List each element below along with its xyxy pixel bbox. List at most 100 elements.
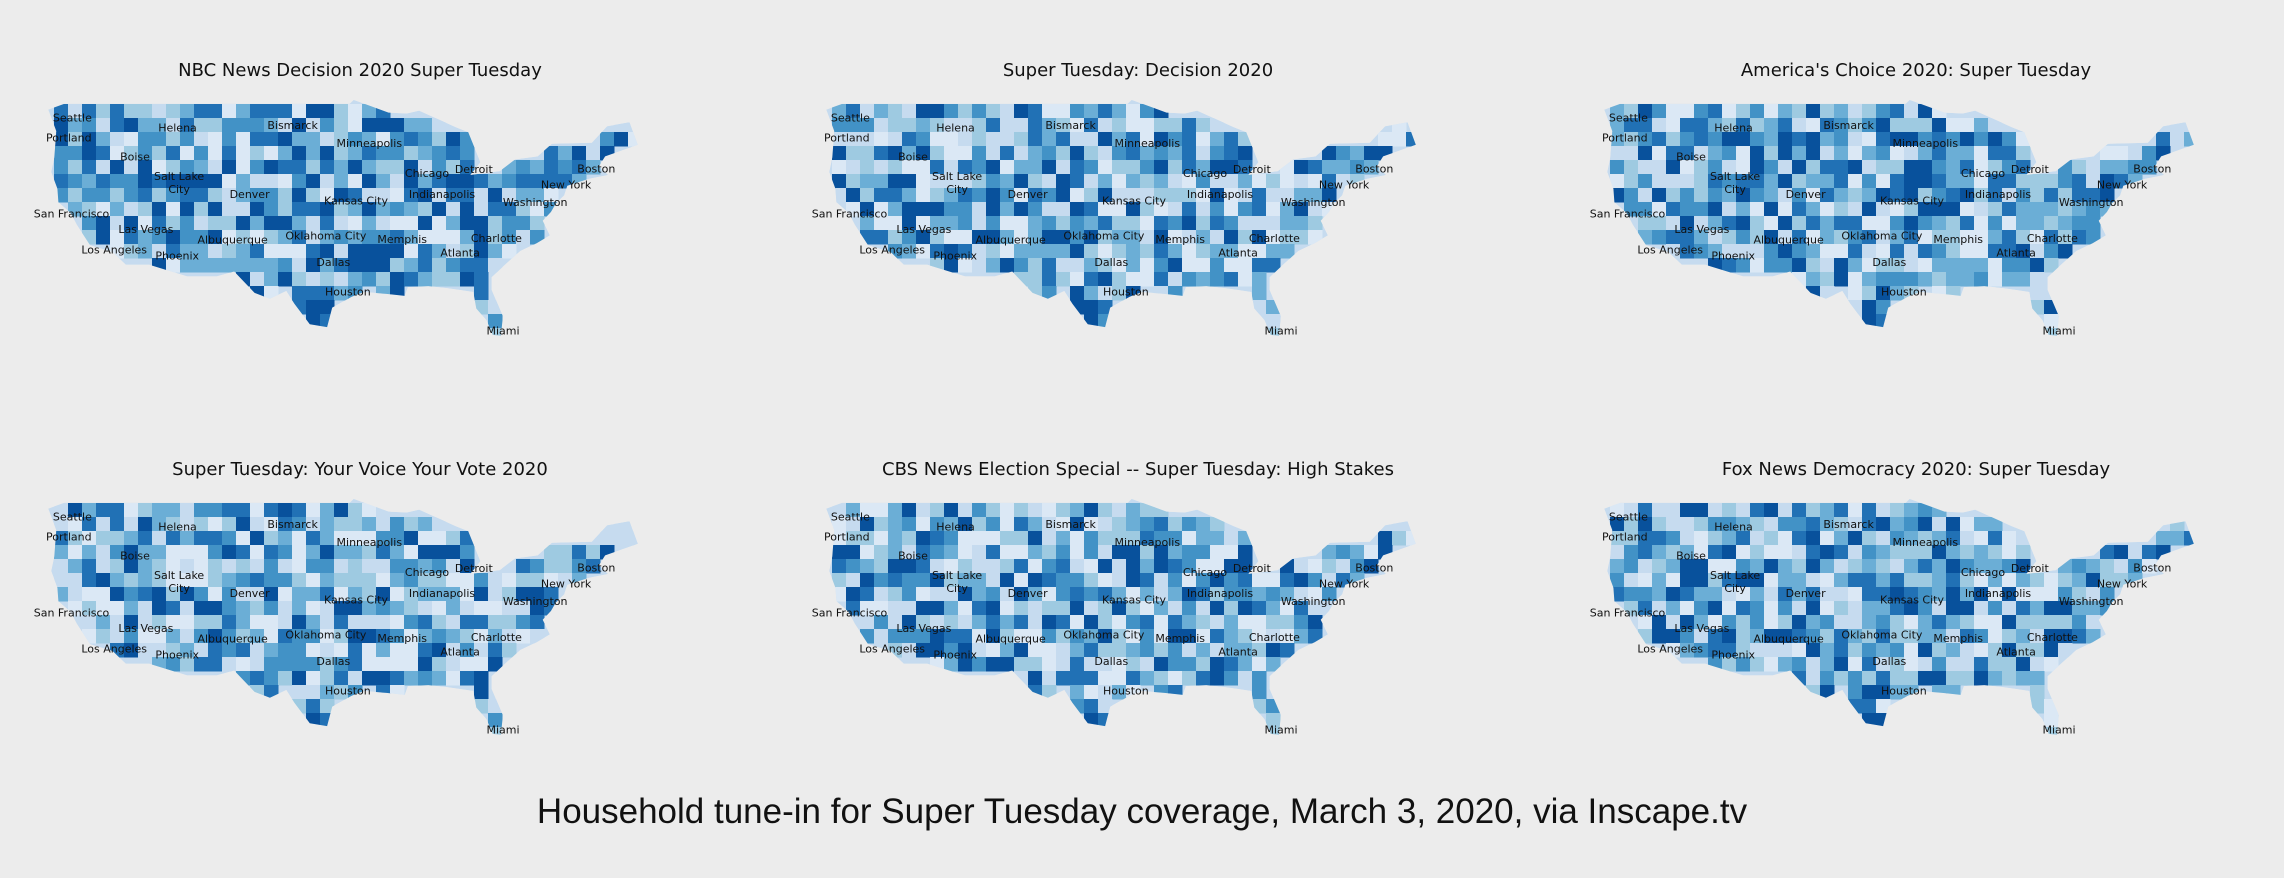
map-region <box>1610 545 1625 560</box>
map-region <box>1098 545 1113 560</box>
map-region <box>1210 160 1225 175</box>
map-region <box>418 132 433 147</box>
map-region <box>530 615 545 630</box>
map-region <box>1610 118 1625 133</box>
map-region <box>1876 230 1891 245</box>
map-region <box>1140 216 1155 231</box>
map-region <box>1624 132 1639 147</box>
map-region <box>264 188 279 203</box>
map-region <box>1610 573 1625 588</box>
map-region <box>2086 188 2101 203</box>
map-region <box>1098 503 1113 518</box>
map-region <box>1666 587 1681 602</box>
map-region <box>1000 615 1015 630</box>
map-region <box>832 146 847 161</box>
map-region <box>1862 272 1877 287</box>
map-region <box>180 615 195 630</box>
map-title: America's Choice 2020: Super Tuesday <box>1740 60 2092 81</box>
map-region <box>916 629 931 644</box>
map-region <box>2016 559 2031 574</box>
map-region <box>390 629 405 644</box>
map-region <box>558 174 573 189</box>
map-region <box>1000 258 1015 273</box>
map-region <box>250 118 265 133</box>
map-region <box>1000 118 1015 133</box>
map-region <box>474 188 489 203</box>
map-region <box>944 258 959 273</box>
map-region <box>264 174 279 189</box>
map-region <box>292 657 307 672</box>
map-region <box>888 188 903 203</box>
map-region <box>1736 587 1751 602</box>
map-region <box>348 545 363 560</box>
map-region <box>1904 615 1919 630</box>
map-region <box>1378 531 1393 546</box>
map-region <box>376 531 391 546</box>
map-region <box>292 615 307 630</box>
map-region <box>1792 601 1807 616</box>
map-region <box>986 601 1001 616</box>
map-region <box>1904 671 1919 686</box>
city-label: Charlotte <box>471 232 522 245</box>
map-region <box>1680 573 1695 588</box>
map-region <box>320 244 335 259</box>
map-region <box>1974 160 1989 175</box>
map-region <box>152 216 167 231</box>
map-region <box>2058 587 2073 602</box>
map-region <box>874 587 889 602</box>
map-region <box>292 146 307 161</box>
map-region <box>362 601 377 616</box>
map-region <box>1042 615 1057 630</box>
map-region <box>1000 657 1015 672</box>
map-region <box>1932 202 1947 217</box>
map-region <box>376 216 391 231</box>
map-region <box>418 517 433 532</box>
map-region <box>1862 132 1877 147</box>
map-region <box>362 657 377 672</box>
map-region <box>986 188 1001 203</box>
map-region <box>1126 272 1141 287</box>
map-region <box>1084 160 1099 175</box>
map-region <box>1806 118 1821 133</box>
map-region <box>460 643 475 658</box>
map-region <box>1834 230 1849 245</box>
map-region <box>292 104 307 119</box>
map-region <box>1834 104 1849 119</box>
map-region <box>376 104 391 119</box>
map-region <box>1862 573 1877 588</box>
map-region <box>362 573 377 588</box>
map-region <box>1168 160 1183 175</box>
map-region <box>138 545 153 560</box>
map-region <box>958 587 973 602</box>
map-region <box>334 188 349 203</box>
map-region <box>2016 615 2031 630</box>
map-region <box>1084 188 1099 203</box>
map-region <box>986 545 1001 560</box>
map-region <box>110 587 125 602</box>
map-region <box>362 216 377 231</box>
map-region <box>292 244 307 259</box>
map-region <box>846 174 861 189</box>
map-region <box>1196 118 1211 133</box>
map-region <box>208 503 223 518</box>
map-region <box>1224 657 1239 672</box>
map-region <box>1974 531 1989 546</box>
map-region <box>1638 615 1653 630</box>
map-region <box>1946 272 1961 287</box>
map-region <box>1042 258 1057 273</box>
map-region <box>166 104 181 119</box>
map-region <box>1988 202 2003 217</box>
map-region <box>930 188 945 203</box>
map-region <box>404 671 419 686</box>
map-region <box>986 160 1001 175</box>
map-region <box>902 573 917 588</box>
city-label: Minneapolis <box>1893 137 1959 150</box>
map-region <box>1280 587 1295 602</box>
map-region <box>194 629 209 644</box>
map-region <box>958 615 973 630</box>
map-region <box>432 559 447 574</box>
map-region <box>874 146 889 161</box>
map-region <box>446 587 461 602</box>
map-region <box>1140 132 1155 147</box>
map-region <box>362 258 377 273</box>
